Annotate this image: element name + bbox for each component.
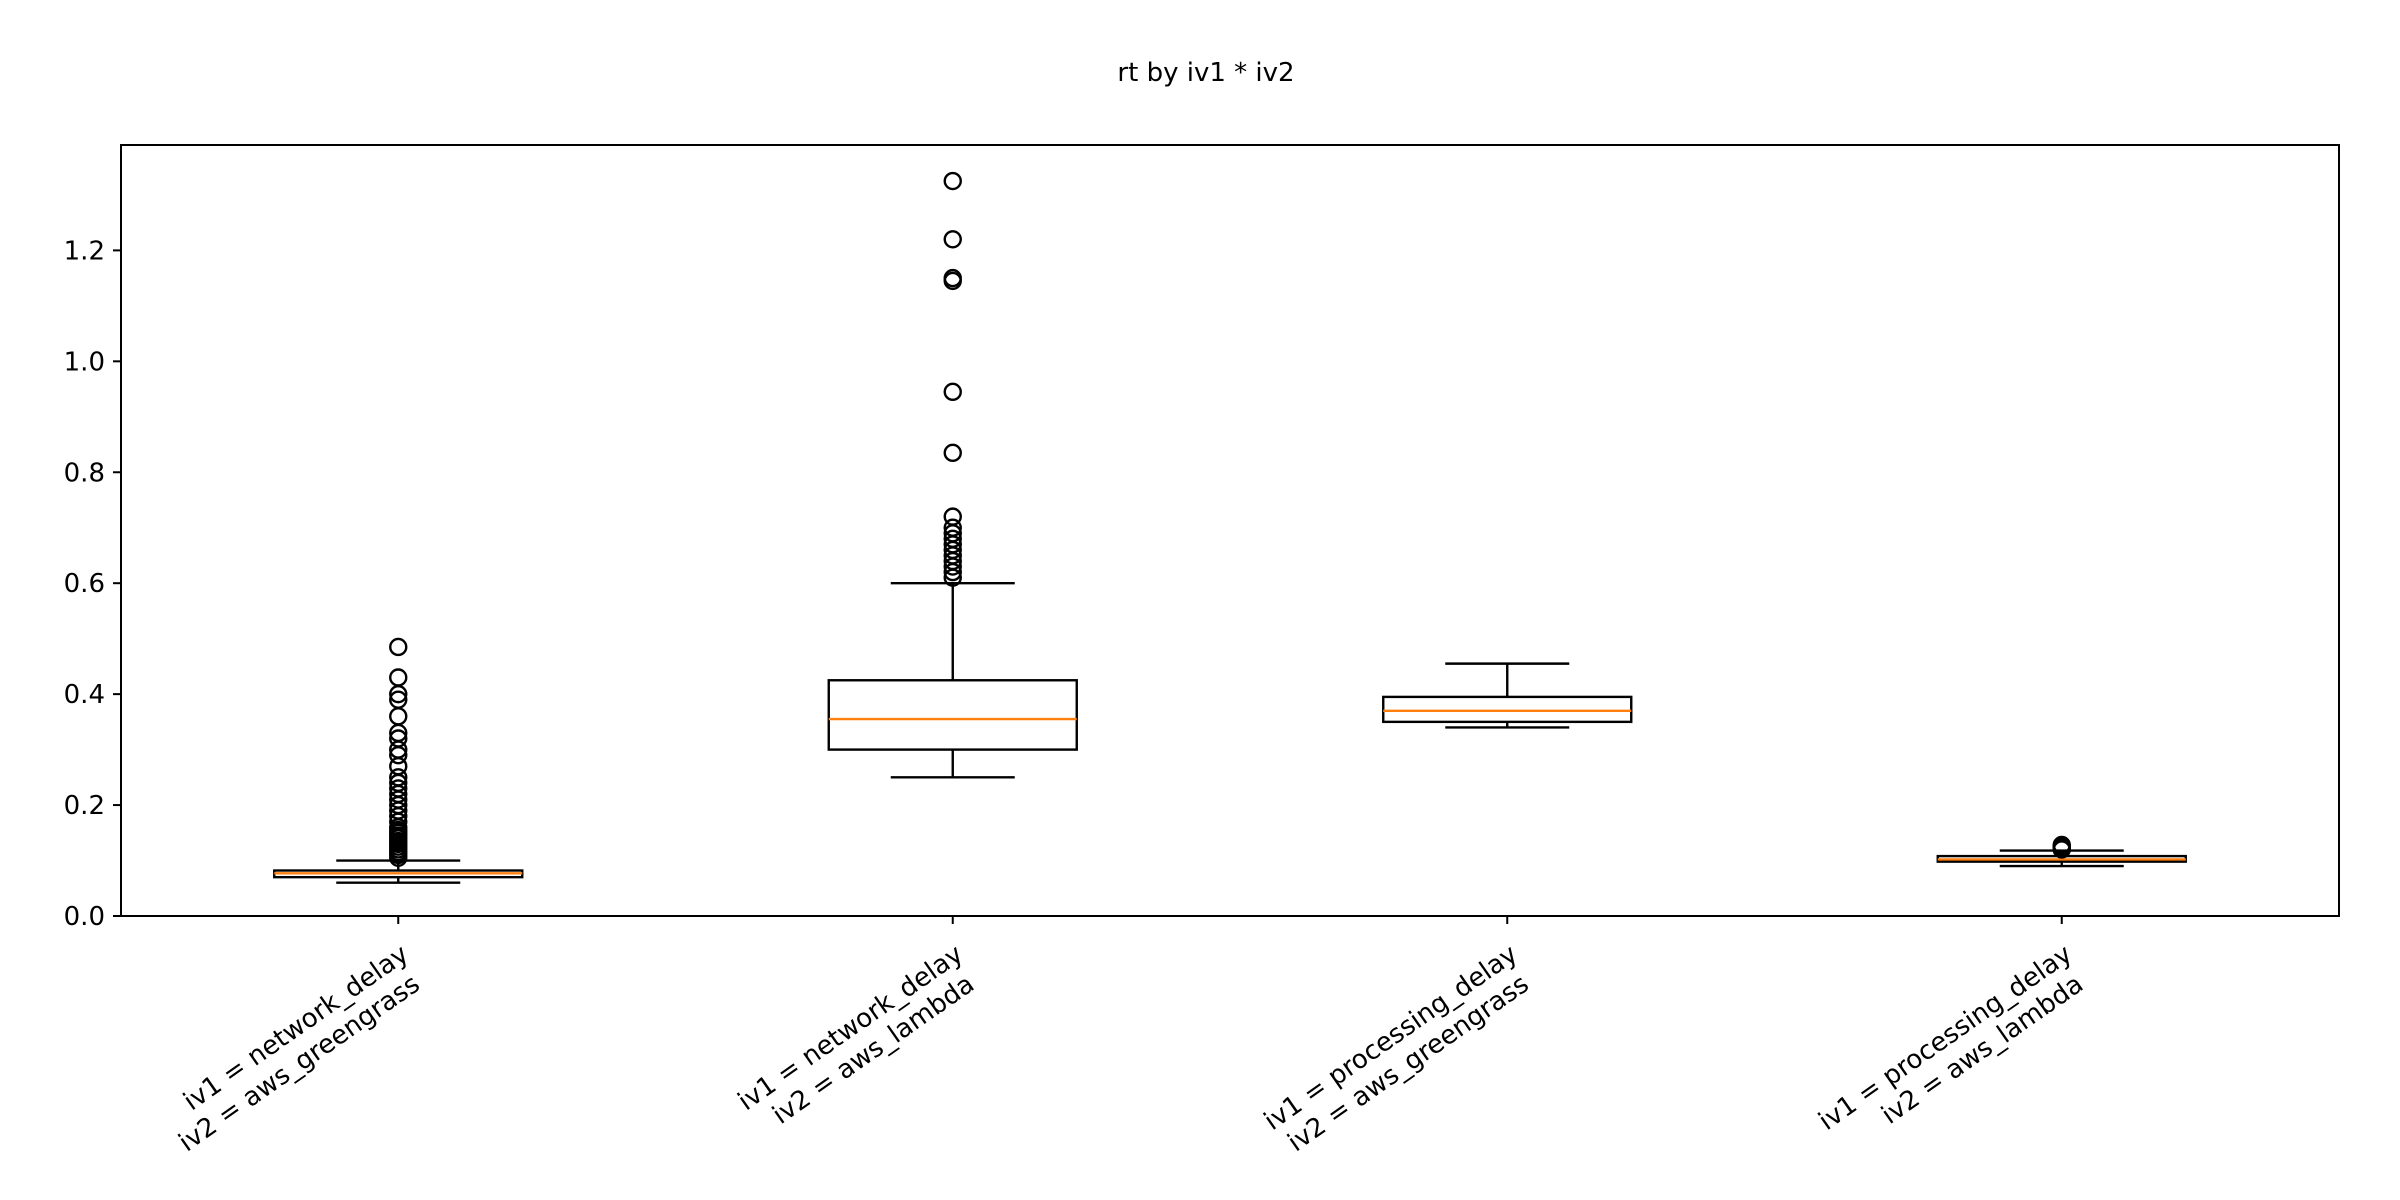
- y-tick-label: 0.2: [64, 791, 105, 821]
- outlier-point: [943, 518, 962, 537]
- y-tick-label: 1.2: [64, 236, 105, 266]
- outlier-point: [943, 171, 962, 191]
- y-tick-label: 1.0: [64, 347, 105, 377]
- outlier-point: [389, 729, 408, 748]
- outlier-point: [389, 690, 408, 709]
- iqr-box: [1382, 695, 1633, 724]
- y-tick-label: 0.4: [64, 680, 105, 710]
- outlier-point: [389, 779, 408, 798]
- y-tick-label: 0.0: [64, 902, 105, 932]
- outlier-point: [389, 637, 408, 657]
- outlier-point: [389, 668, 408, 687]
- outlier-point: [943, 382, 962, 402]
- outlier-point: [2052, 835, 2071, 855]
- y-tick-label: 0.6: [64, 569, 105, 599]
- outlier-point: [943, 529, 962, 549]
- axes-frame: [120, 144, 2340, 917]
- outlier-point: [943, 268, 962, 288]
- outlier-point: [943, 443, 962, 463]
- y-tick-label: 0.8: [64, 458, 105, 488]
- outlier-point: [943, 230, 962, 249]
- iqr-box: [827, 679, 1078, 751]
- chart-title: rt by iv1 * iv2: [1117, 58, 1294, 88]
- outlier-point: [389, 768, 408, 787]
- outlier-point: [943, 507, 962, 526]
